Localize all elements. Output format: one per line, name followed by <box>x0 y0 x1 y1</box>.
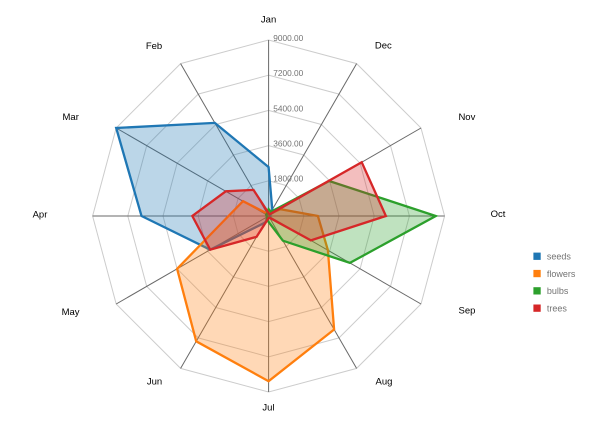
svg-text:Apr: Apr <box>33 210 48 221</box>
svg-text:Mar: Mar <box>63 112 79 123</box>
svg-text:Sep: Sep <box>459 306 476 317</box>
svg-text:Oct: Oct <box>491 209 506 220</box>
svg-text:trees: trees <box>547 304 568 314</box>
svg-text:1800.00: 1800.00 <box>273 174 303 184</box>
svg-text:Aug: Aug <box>376 377 393 388</box>
svg-text:bulbs: bulbs <box>547 286 569 296</box>
svg-text:7200.00: 7200.00 <box>273 68 303 78</box>
svg-text:Dec: Dec <box>375 40 392 51</box>
svg-text:Feb: Feb <box>146 41 162 52</box>
svg-text:9000.00: 9000.00 <box>273 33 303 43</box>
svg-text:flowers: flowers <box>547 269 576 279</box>
svg-text:3600.00: 3600.00 <box>273 139 303 149</box>
svg-text:Jan: Jan <box>261 14 276 25</box>
svg-text:5400.00: 5400.00 <box>273 103 303 113</box>
svg-text:Jul: Jul <box>262 402 274 413</box>
svg-text:May: May <box>62 307 80 318</box>
svg-text:Jun: Jun <box>147 377 162 388</box>
svg-text:seeds: seeds <box>547 252 572 262</box>
svg-text:Nov: Nov <box>458 112 475 123</box>
